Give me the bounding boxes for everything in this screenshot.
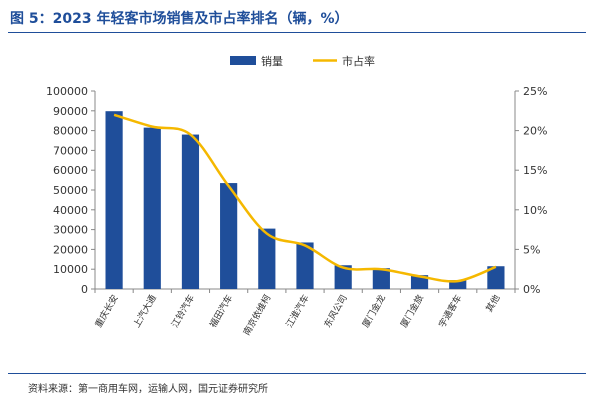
legend-label-share: 市占率 — [342, 54, 375, 68]
category-label: 重庆长安 — [92, 293, 120, 330]
figure-title: 图 5：2023 年轻客市场销售及市占率排名（辆，%） — [10, 11, 349, 27]
right-tick-label: 20% — [523, 125, 547, 138]
bar — [334, 265, 352, 289]
left-tick-label: 60000 — [53, 164, 88, 177]
category-label: 江淮汽车 — [283, 293, 311, 330]
category-label: 宇通客车 — [436, 293, 464, 330]
bar — [181, 134, 200, 289]
title-rule — [8, 32, 586, 33]
legend-label-sales: 销量 — [261, 54, 283, 68]
bar — [410, 275, 429, 289]
legend-bar-swatch — [230, 56, 256, 65]
category-label: 厦门金龙 — [360, 293, 388, 330]
left-tick-label: 10000 — [53, 263, 88, 276]
bar — [372, 268, 390, 289]
right-tick-label: 15% — [523, 164, 547, 177]
left-tick-label: 50000 — [53, 184, 88, 197]
left-tick-label: 20000 — [53, 243, 88, 256]
category-label: 江铃汽车 — [169, 293, 197, 330]
category-label: 其他 — [483, 292, 502, 314]
left-tick-label: 70000 — [53, 144, 88, 157]
left-tick-label: 0 — [81, 283, 88, 296]
category-label: 厦门金旅 — [398, 293, 426, 330]
left-tick-label: 100000 — [46, 85, 88, 98]
footer-rule — [8, 373, 586, 374]
category-label: 上汽大通 — [130, 293, 158, 330]
bar — [105, 111, 123, 289]
source-note: 资料来源：第一商用车网，运输人网，国元证券研究所 — [28, 384, 268, 395]
bar — [449, 280, 467, 289]
bar — [258, 228, 276, 289]
right-tick-label: 10% — [523, 204, 547, 217]
bar — [143, 127, 161, 289]
left-tick-label: 80000 — [53, 125, 88, 138]
bar — [487, 266, 505, 289]
left-tick-label: 30000 — [53, 224, 88, 237]
right-tick-label: 25% — [523, 85, 547, 98]
left-tick-label: 40000 — [53, 204, 88, 217]
left-tick-label: 90000 — [53, 105, 88, 118]
right-tick-label: 0% — [523, 283, 540, 296]
bar — [220, 183, 238, 289]
category-label: 南京依维柯 — [241, 293, 274, 338]
category-label: 东风公司 — [321, 293, 349, 330]
category-label: 福田汽车 — [207, 293, 235, 330]
right-tick-label: 5% — [523, 243, 540, 256]
bar — [296, 242, 314, 289]
